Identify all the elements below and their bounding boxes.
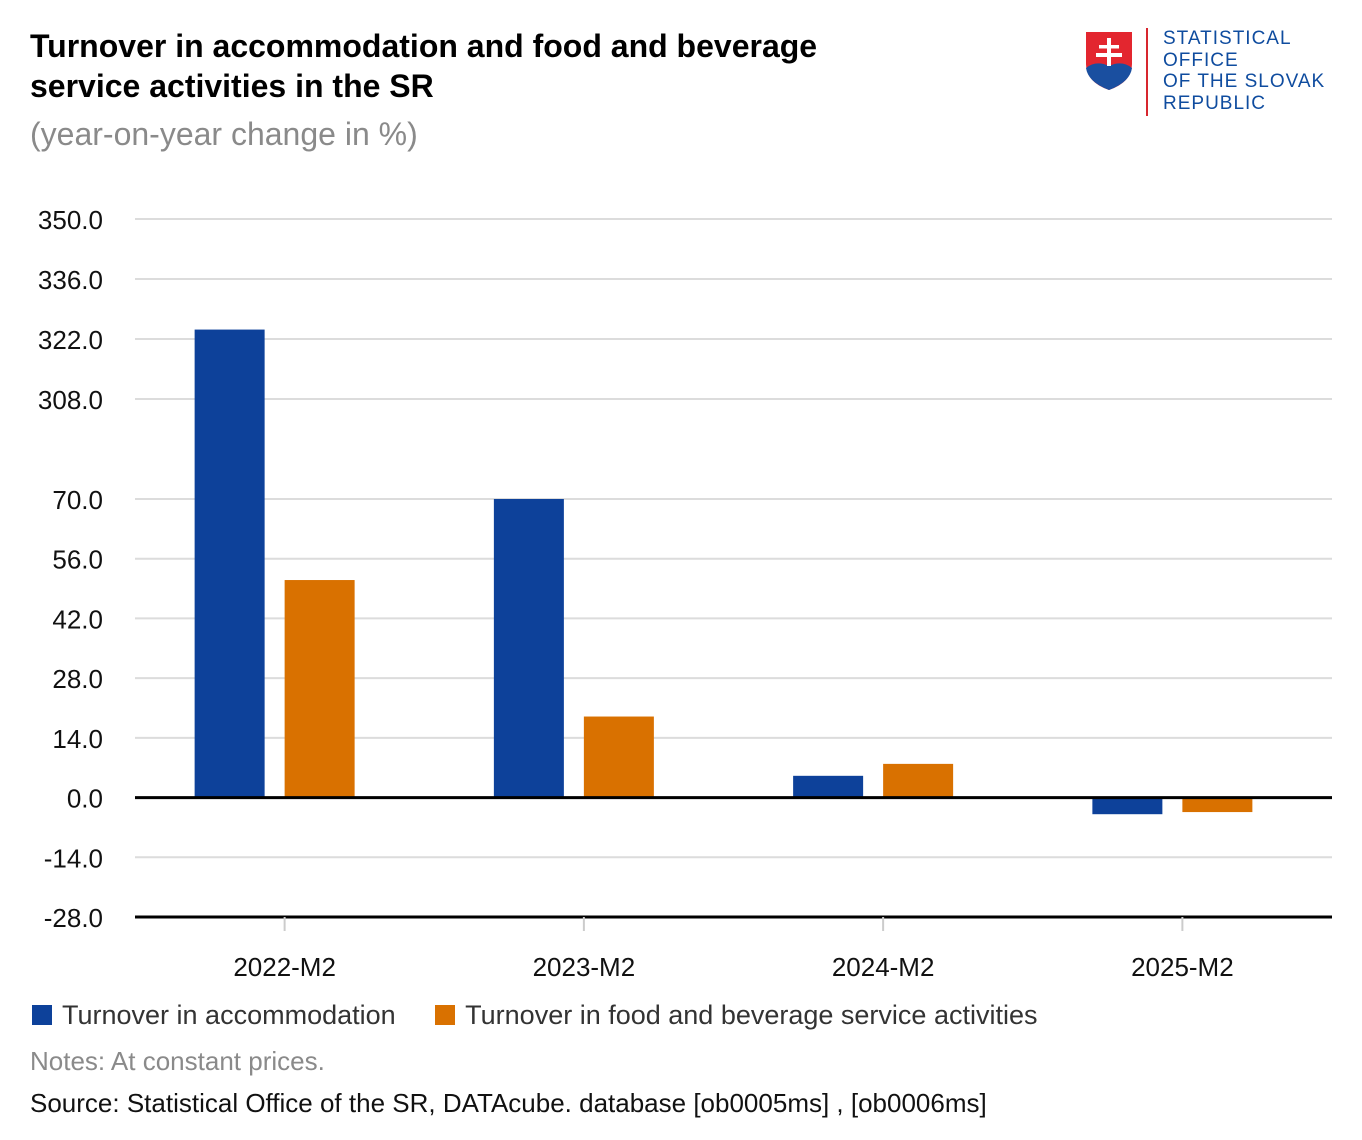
y-tick-label: 70.0 (52, 485, 103, 515)
x-tick-label: 2022-M2 (233, 952, 336, 982)
chart-title-line-2: service activities in the SR (30, 68, 434, 104)
y-tick-label: 56.0 (52, 545, 103, 575)
y-tick-label: -28.0 (44, 903, 103, 933)
x-tick-label: 2025-M2 (1131, 952, 1234, 982)
bar-food-beverage (1182, 797, 1253, 813)
y-tick-label: 336.0 (38, 265, 103, 295)
chart-notes: Notes: At constant prices. (30, 1046, 325, 1076)
bar-accommodation (1092, 797, 1163, 815)
chart-subtitle: (year-on-year change in %) (30, 116, 418, 152)
y-tick-label: 28.0 (52, 664, 103, 694)
legend-item-accommodation: Turnover in accommodation (32, 1000, 396, 1030)
legend-item-food-beverage: Turnover in food and beverage service ac… (435, 1000, 1037, 1030)
logo-text-line-3: OF THE SLOVAK (1163, 71, 1326, 92)
chart-title: Turnover in accommodation and food and b… (30, 26, 1030, 106)
y-tick-label: 42.0 (52, 604, 103, 634)
x-tick-label: 2024-M2 (832, 952, 935, 982)
y-tick-label: -14.0 (44, 843, 103, 873)
logo-divider (1146, 28, 1148, 116)
logo-text-line-1: STATISTICAL (1163, 28, 1292, 49)
logo-text-line-2: OFFICE (1163, 49, 1239, 71)
y-tick-label: 14.0 (52, 724, 103, 754)
bar-accommodation (493, 499, 564, 798)
legend-label-food-beverage: Turnover in food and beverage service ac… (465, 1000, 1038, 1030)
x-tick-label: 2023-M2 (533, 952, 636, 982)
chart-title-line-1: Turnover in accommodation and food and b… (30, 28, 818, 64)
legend-swatch-food-beverage (435, 1005, 456, 1025)
bar-accommodation (194, 329, 265, 798)
bar-accommodation (793, 775, 864, 798)
slovak-coat-of-arms-icon (1086, 32, 1132, 90)
statistical-office-logo: STATISTICAL OFFICE OF THE SLOVAK REPUBLI… (1084, 28, 1344, 120)
bar-food-beverage (883, 763, 954, 798)
legend-label-accommodation: Turnover in accommodation (62, 1000, 396, 1030)
bar-food-beverage (284, 580, 355, 798)
legend-swatch-accommodation (32, 1005, 52, 1025)
y-tick-label: 308.0 (38, 385, 103, 415)
chart-legend: Turnover in accommodation Turnover in fo… (32, 1000, 1069, 1031)
logo-text-line-4: REPUBLIC (1163, 92, 1267, 114)
bar-chart: 308.0 322.0 336.0 350.0 -28.0 -14.0 0.0 14.0 28.… (38, 205, 1332, 982)
y-tick-label: 350.0 (38, 205, 103, 235)
logo-text: STATISTICAL OFFICE OF THE SLOVAK REPUBLI… (1163, 28, 1325, 114)
chart-source: Source: Statistical Office of the SR, DA… (30, 1088, 987, 1118)
bar-food-beverage (583, 716, 654, 798)
y-tick-label: 0.0 (67, 784, 103, 814)
y-tick-label: 322.0 (38, 325, 103, 355)
